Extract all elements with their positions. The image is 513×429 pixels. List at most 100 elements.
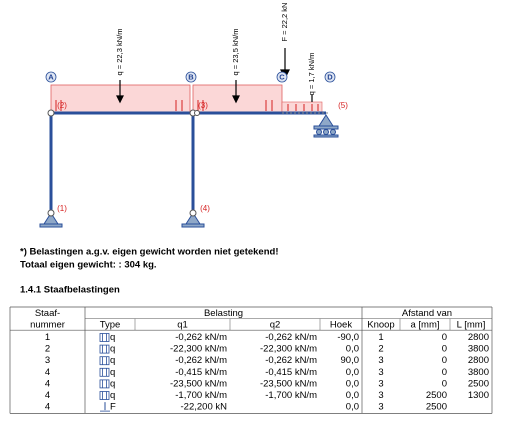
- table-cell: -0,415 kN/m: [265, 367, 317, 378]
- diagram-labels: A B C Dq = 22,3 kN/m q = 23,5 kN/m F = 22,2 k…: [48, 3, 348, 214]
- table-cell: -0,415 kN/m: [175, 367, 227, 378]
- table-cell: 3: [45, 355, 50, 366]
- table-cell: -23,500 kN/m: [170, 378, 227, 389]
- table-cell: 3: [378, 402, 383, 413]
- load-label: q = 22,3 kN/m: [115, 29, 124, 76]
- member-label: (1): [57, 204, 67, 213]
- type-icon: [99, 356, 110, 366]
- note: Totaal eigen gewicht: : 304 kg.: [20, 260, 157, 271]
- group-header: Staaf-: [35, 308, 60, 319]
- table-cell: -90,0: [337, 332, 359, 343]
- column-header: L [mm]: [457, 319, 486, 330]
- table-cell: 3: [378, 390, 383, 401]
- table-cell: 2500: [426, 402, 447, 413]
- section-title: 1.4.1 Staafbelastingen: [20, 285, 120, 296]
- group-header: Afstand van: [402, 308, 452, 319]
- table-cell: F: [110, 402, 116, 413]
- column-header: q1: [177, 319, 188, 330]
- table-cell: 3800: [468, 367, 489, 378]
- table-cell: 0,0: [346, 367, 359, 378]
- joints: [47, 109, 200, 217]
- group-header: Belasting: [204, 308, 243, 319]
- table-cell: 1: [45, 332, 50, 343]
- frame: [49, 111, 326, 213]
- icon-box: [99, 344, 110, 354]
- table-cell: 2500: [426, 390, 447, 401]
- table-cell: q: [110, 332, 115, 343]
- table-cell: -1,700 kN/m: [265, 390, 317, 401]
- table-cell: 0: [442, 355, 447, 366]
- table-cell: 2500: [468, 378, 489, 389]
- table-cell: -22,300 kN/m: [260, 344, 317, 355]
- table-cell: -0,262 kN/m: [265, 332, 317, 343]
- table-cell: -1,700 kN/m: [175, 390, 227, 401]
- icon-box: [99, 356, 110, 366]
- node-label: B: [188, 72, 194, 81]
- supports: [39, 114, 339, 228]
- table-cell: -0,262 kN/m: [265, 355, 317, 366]
- type-icon: [99, 333, 110, 342]
- icon-box: [99, 379, 110, 389]
- table-cell: 4: [45, 367, 50, 378]
- table-cell: 0: [442, 378, 447, 389]
- table-cell: 1: [378, 332, 383, 343]
- table-cell: 90,0: [341, 355, 360, 366]
- table-cell: 4: [45, 402, 50, 413]
- node-markers: [45, 71, 336, 83]
- icon-box: [99, 333, 110, 342]
- table-cell: q: [110, 355, 115, 366]
- node-label: D: [327, 72, 333, 81]
- table-cell: 2: [378, 344, 383, 355]
- table-cell: 3: [378, 355, 383, 366]
- load-label: q = 23,5 kN/m: [231, 29, 240, 76]
- table-cell: 4: [45, 378, 50, 389]
- type-icon: [99, 367, 110, 377]
- node-label: C: [279, 72, 285, 81]
- member-label: (2): [57, 101, 67, 110]
- table-cell: 0,0: [346, 390, 359, 401]
- table-cell: 2800: [468, 355, 489, 366]
- table-cell: 2800: [468, 332, 489, 343]
- table-cell: 0,0: [346, 378, 359, 389]
- load-label: q = 1,7 kN/m: [307, 53, 316, 96]
- column-header: nummer: [30, 319, 65, 330]
- table-cell: 0: [442, 332, 447, 343]
- table-cell: -0,262 kN/m: [175, 355, 227, 366]
- table-cell: 0,0: [346, 344, 359, 355]
- table-cell: 1300: [468, 390, 489, 401]
- table-cell: -23,500 kN/m: [260, 378, 317, 389]
- type-icon: [99, 379, 110, 389]
- load-label: F = 22,2 kN: [280, 3, 289, 42]
- table-cell: q: [110, 344, 115, 355]
- table-cell: q: [110, 390, 115, 401]
- table-cell: 3800: [468, 344, 489, 355]
- note: *) Belastingen a.g.v. eigen gewicht word…: [20, 247, 278, 258]
- table-cell: q: [110, 378, 115, 389]
- table-cell: 3: [378, 367, 383, 378]
- member-label: (5): [338, 101, 348, 110]
- type-icon: [100, 402, 110, 412]
- table-cell: q: [110, 367, 115, 378]
- table-cell: 4: [45, 390, 50, 401]
- type-icon: [99, 344, 110, 354]
- table-cell: 0: [442, 344, 447, 355]
- member-label: (4): [200, 204, 210, 213]
- column-header: a [mm]: [410, 319, 439, 330]
- type-icon: [99, 391, 110, 400]
- table-cell: -0,262 kN/m: [175, 332, 227, 343]
- table-cell: 0,0: [346, 402, 359, 413]
- column-header: Knoop: [367, 319, 394, 330]
- table-cell: -22,300 kN/m: [170, 344, 227, 355]
- table-cell: 0: [442, 367, 447, 378]
- column-header: q2: [270, 319, 281, 330]
- icon-box: [99, 391, 110, 400]
- column-header: Hoek: [330, 319, 352, 330]
- table-cell: 3: [378, 378, 383, 389]
- column-header: Type: [100, 319, 121, 330]
- node-label: A: [48, 72, 54, 81]
- load-arrows: [55, 100, 319, 111]
- table-cell: -22,200 kN: [181, 402, 228, 413]
- table-cell: 2: [45, 344, 50, 355]
